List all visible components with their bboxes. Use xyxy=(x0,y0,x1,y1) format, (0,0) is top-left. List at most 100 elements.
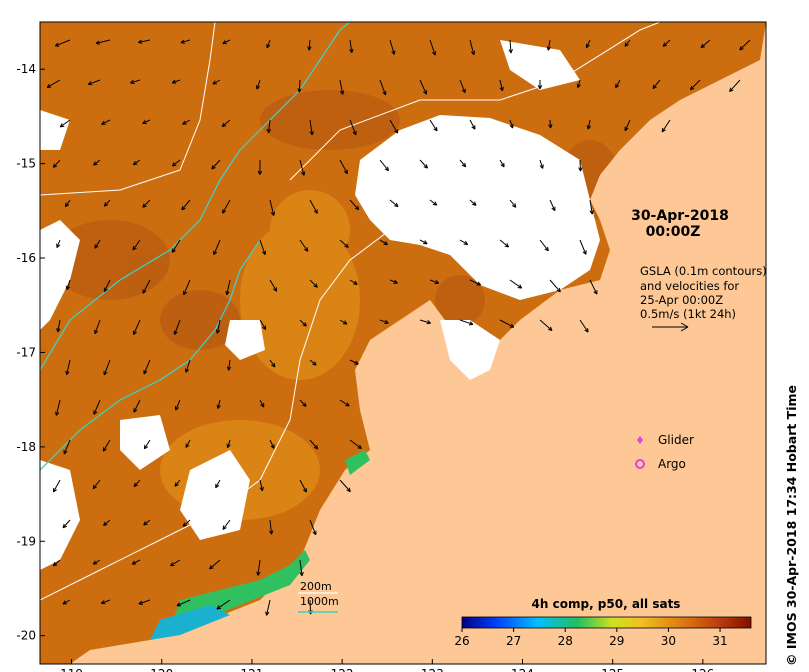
velocity-arrow xyxy=(216,399,221,409)
velocity-arrow xyxy=(624,39,631,47)
velocity-arrow xyxy=(182,519,191,527)
velocity-arrow xyxy=(65,279,71,291)
y-tick-label: -16 xyxy=(16,251,36,265)
bathymetry-legend: 200m 1000m xyxy=(298,580,339,613)
svg-text:Glider: Glider xyxy=(658,433,694,447)
velocity-arrow xyxy=(339,479,351,493)
velocity-arrow xyxy=(259,239,267,256)
velocity-arrow xyxy=(729,79,741,93)
velocity-arrow xyxy=(266,119,272,134)
velocity-arrow xyxy=(509,119,514,129)
velocity-arrow xyxy=(142,279,151,294)
velocity-arrow xyxy=(309,519,317,536)
velocity-arrow xyxy=(389,119,399,134)
velocity-arrow xyxy=(339,239,349,248)
velocity-arrow xyxy=(459,239,469,245)
velocity-arrow xyxy=(103,279,111,292)
velocity-arrow xyxy=(578,159,583,172)
velocity-arrow xyxy=(469,199,477,206)
velocity-arrow xyxy=(579,239,587,255)
velocity-arrow xyxy=(182,119,191,125)
velocity-arrow xyxy=(459,319,474,326)
svg-text:Argo: Argo xyxy=(658,457,686,471)
velocity-arrow xyxy=(259,479,264,492)
velocity-arrow xyxy=(255,79,261,90)
velocity-arrow xyxy=(419,79,428,95)
velocity-arrow xyxy=(59,119,71,128)
velocity-arrow xyxy=(222,199,231,214)
velocity-arrow xyxy=(54,399,61,416)
velocity-arrow xyxy=(103,359,111,376)
velocity-arrow xyxy=(211,159,221,170)
velocity-arrow xyxy=(183,279,191,296)
velocity-arrow xyxy=(185,439,191,448)
y-tick-label: -18 xyxy=(16,440,36,454)
date-line1: 30-Apr-2018 xyxy=(631,208,729,224)
velocity-arrow xyxy=(93,399,101,415)
velocity-arrow xyxy=(212,79,221,85)
velocity-arrow xyxy=(215,319,221,334)
gsla-line3: 25-Apr 00:00Z xyxy=(640,293,723,307)
x-tick-label: 126 xyxy=(691,667,714,672)
velocity-arrow xyxy=(171,239,181,253)
velocity-arrow xyxy=(349,39,354,54)
scale-arrow xyxy=(652,322,689,332)
velocity-arrow xyxy=(102,439,111,452)
velocity-arrow xyxy=(379,319,389,324)
velocity-arrow xyxy=(739,39,751,51)
velocity-arrow xyxy=(142,119,151,124)
velocity-arrow xyxy=(309,279,318,288)
velocity-arrow xyxy=(173,319,181,335)
velocity-arrow xyxy=(87,79,101,86)
velocity-arrow xyxy=(539,159,544,169)
velocity-arrow xyxy=(349,359,359,365)
velocity-arrow xyxy=(615,79,621,89)
land-mainland xyxy=(70,22,766,664)
velocity-arrow xyxy=(101,119,111,125)
velocity-arrow xyxy=(379,239,388,246)
velocity-arrow xyxy=(585,39,591,49)
velocity-arrow xyxy=(132,239,141,251)
velocity-arrow xyxy=(389,199,399,208)
velocity-arrow xyxy=(429,279,440,285)
velocity-arrow xyxy=(259,319,267,330)
velocity-arrow xyxy=(52,159,61,168)
velocity-arrow xyxy=(62,519,71,529)
velocity-arrow xyxy=(689,79,701,91)
velocity-arrow xyxy=(92,559,101,565)
velocity-arrow xyxy=(226,359,232,371)
velocity-arrow xyxy=(138,599,151,605)
argo-legend: Argo xyxy=(635,457,686,471)
velocity-arrow xyxy=(52,479,61,493)
velocity-arrow xyxy=(56,319,61,333)
y-tick-label: -19 xyxy=(16,534,36,548)
y-tick-label: -17 xyxy=(16,345,36,359)
velocity-arrow xyxy=(309,439,319,450)
colorbar-tick-label: 27 xyxy=(506,634,521,648)
velocity-arrow xyxy=(508,39,513,54)
velocity-arrow xyxy=(429,119,438,132)
velocity-arrow xyxy=(469,39,476,56)
velocity-arrow xyxy=(64,199,71,208)
x-tick-label: 125 xyxy=(601,667,624,672)
velocity-arrow xyxy=(133,479,141,488)
velocity-arrow xyxy=(143,439,151,450)
velocity-arrow xyxy=(143,359,151,375)
x-tick-label: 122 xyxy=(331,667,354,672)
velocity-arrow xyxy=(349,119,357,136)
velocity-arrow xyxy=(181,199,191,211)
velocity-arrow xyxy=(180,39,191,44)
velocity-arrow xyxy=(52,559,61,567)
velocity-arrow xyxy=(100,599,111,605)
velocity-arrow xyxy=(499,319,515,328)
velocity-arrow xyxy=(309,199,318,214)
velocity-arrow xyxy=(624,119,631,132)
velocity-arrow xyxy=(63,439,71,455)
velocity-arrow xyxy=(469,119,476,130)
velocity-arrow xyxy=(662,39,671,47)
velocity-arrow xyxy=(379,79,387,96)
velocity-arrow xyxy=(307,39,312,51)
y-tick-label: -14 xyxy=(16,62,36,76)
colorbar-title: 4h comp, p50, all sats xyxy=(532,597,681,611)
